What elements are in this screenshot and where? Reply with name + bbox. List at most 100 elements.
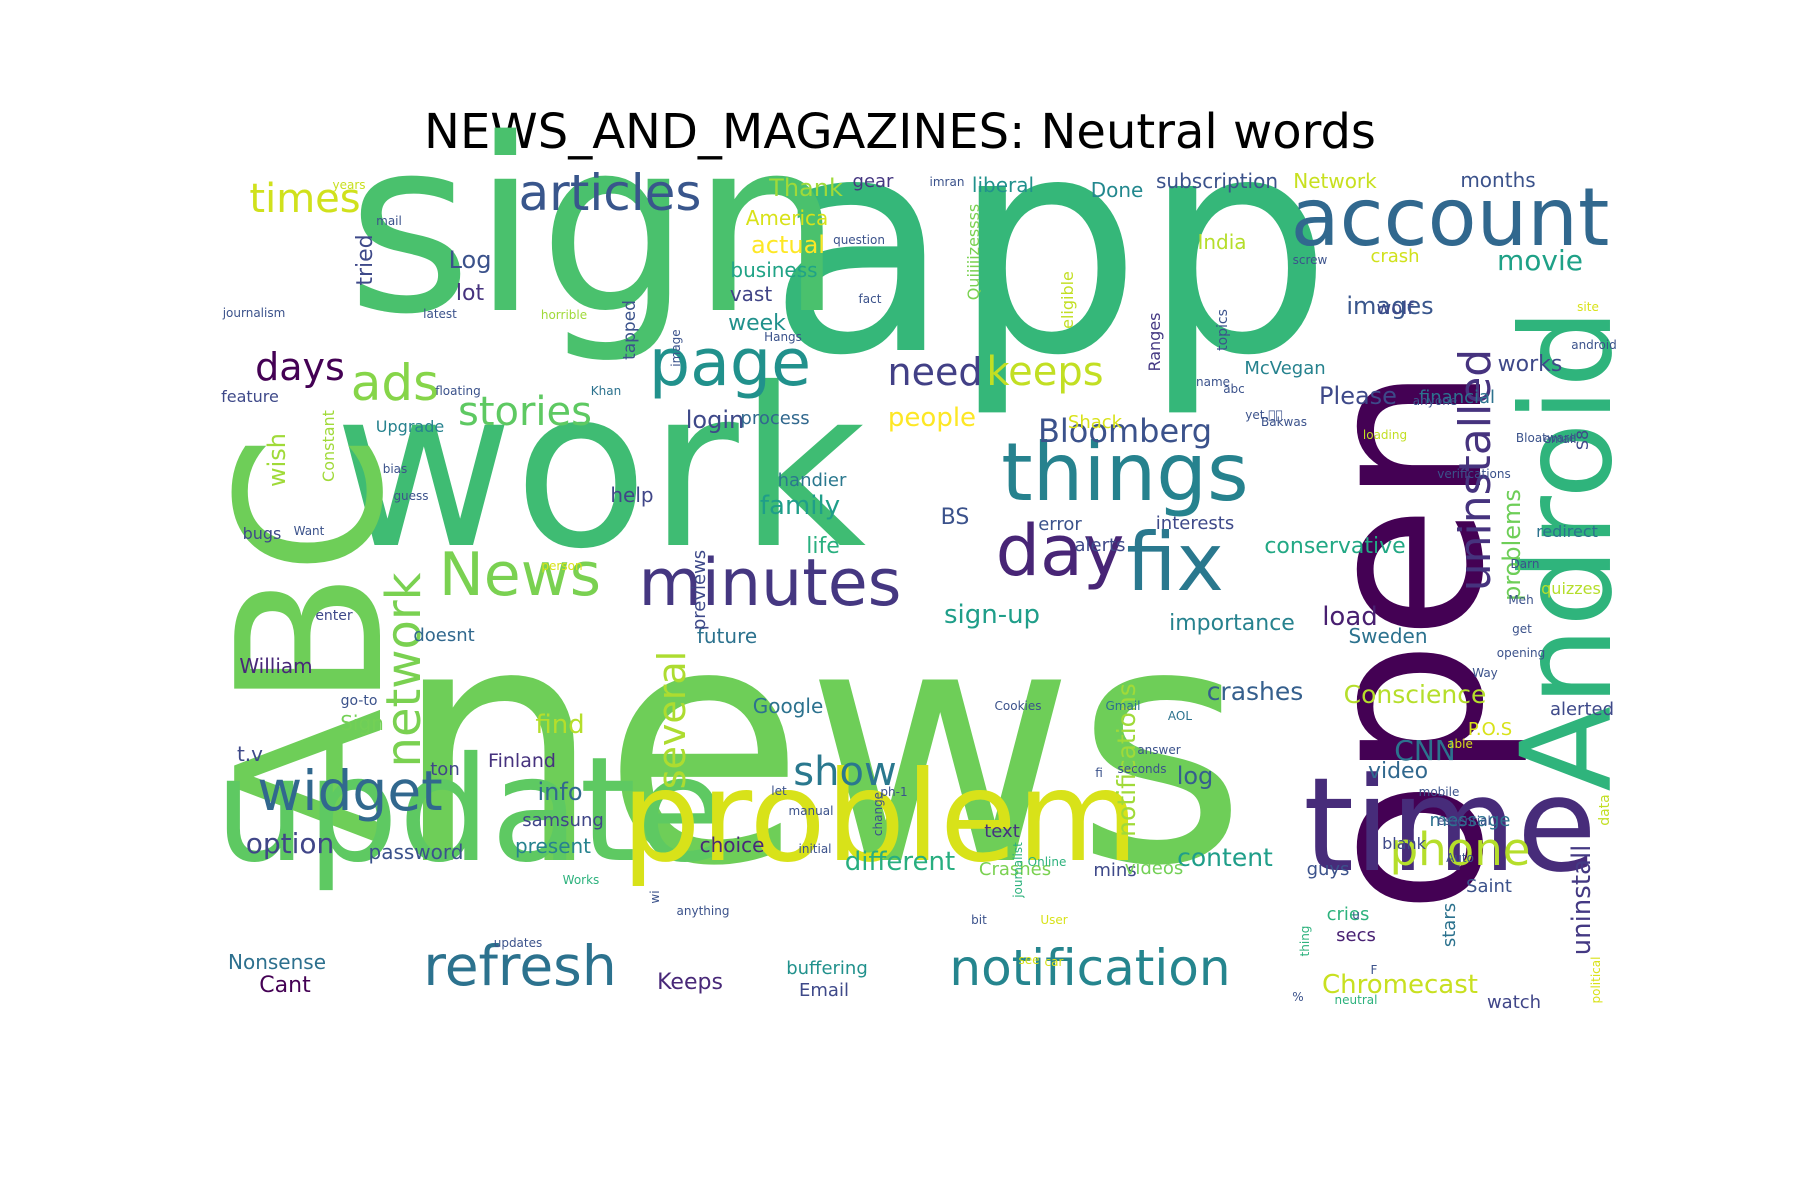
word-saint: Saint bbox=[1466, 876, 1512, 897]
word-finland: Finland bbox=[488, 750, 556, 772]
word-screw: screw bbox=[1293, 253, 1328, 267]
word-help: help bbox=[610, 483, 653, 507]
word-image: image bbox=[669, 329, 683, 366]
word-news: News bbox=[439, 540, 601, 610]
word-email: email bbox=[1543, 432, 1576, 446]
word-vast: vast bbox=[730, 282, 773, 306]
word-mobile: mobile bbox=[1419, 785, 1460, 799]
word-thing: thing bbox=[1298, 926, 1312, 957]
word-days: days bbox=[255, 345, 345, 389]
word-bit: bit bbox=[971, 913, 987, 927]
word-khan: Khan bbox=[591, 384, 621, 398]
word-journalist: journalist bbox=[1011, 842, 1025, 899]
word-conscience: Conscience bbox=[1344, 680, 1487, 709]
word-videos: videos bbox=[1125, 858, 1184, 879]
word-log: Log bbox=[449, 246, 492, 274]
word-go-to: go-to bbox=[341, 693, 378, 709]
word-previews: previews bbox=[689, 550, 710, 630]
word-let: let bbox=[771, 784, 787, 798]
word-images: images bbox=[1346, 292, 1433, 320]
word-aol: AOL bbox=[1168, 709, 1192, 723]
word-importance: importance bbox=[1169, 611, 1295, 636]
word-ads: ads bbox=[351, 354, 439, 412]
word-android: android bbox=[1571, 338, 1617, 352]
word-watch: watch bbox=[1487, 992, 1541, 1013]
word-widget: widget bbox=[257, 759, 443, 823]
word-data: data bbox=[1597, 794, 1613, 826]
word-floating: floating bbox=[435, 384, 481, 398]
word-constant: Constant bbox=[319, 410, 338, 482]
word-minutes: minutes bbox=[638, 546, 901, 621]
word-app: app bbox=[768, 72, 1333, 421]
word-fi: fi bbox=[1095, 766, 1103, 780]
word-secs: secs bbox=[1336, 925, 1376, 946]
word-quizzes: quizzes bbox=[1541, 579, 1601, 598]
word-thank: Thank bbox=[768, 174, 843, 202]
word-manual: manual bbox=[789, 804, 834, 818]
word-account: account bbox=[1291, 171, 1610, 264]
word-bloomberg: Bloomberg bbox=[1038, 412, 1212, 450]
word-redirect: redirect bbox=[1536, 522, 1598, 541]
word-get: get bbox=[1512, 622, 1532, 636]
word-movie: movie bbox=[1497, 244, 1583, 277]
word-cnn: CNN bbox=[1394, 734, 1455, 767]
word-business: business bbox=[730, 258, 817, 282]
word-info: info bbox=[537, 778, 582, 806]
word-f: F bbox=[1371, 963, 1378, 977]
word-darn: Darn bbox=[1511, 557, 1540, 571]
word-updates: updates bbox=[494, 936, 543, 950]
word-meh: Meh bbox=[1508, 593, 1533, 607]
word-email: Email bbox=[799, 980, 849, 1001]
word-wi: wi bbox=[648, 890, 662, 903]
word-stars: stars bbox=[1439, 903, 1460, 947]
word-mail: mail bbox=[376, 214, 402, 228]
word-done: Done bbox=[1091, 178, 1144, 202]
word-text: text bbox=[984, 821, 1020, 842]
word-problem: problem bbox=[621, 745, 1138, 890]
word-loading: loading bbox=[1363, 428, 1407, 442]
word-months: months bbox=[1460, 168, 1535, 192]
word-content: content bbox=[1177, 843, 1273, 872]
word-wish: wish bbox=[263, 433, 291, 487]
word-mcvegan: McVegan bbox=[1244, 358, 1325, 379]
word-imran: imran bbox=[930, 175, 965, 189]
word-doesnt: doesnt bbox=[413, 625, 474, 646]
word-articles: articles bbox=[519, 164, 702, 222]
word-handier: handier bbox=[778, 470, 847, 491]
word-different: different bbox=[845, 847, 955, 877]
word-answer: answer bbox=[1137, 743, 1180, 757]
word-present: present bbox=[515, 834, 591, 858]
word-choice: choice bbox=[700, 833, 765, 857]
word-conservative: conservative bbox=[1264, 534, 1405, 559]
word-t-v: t.v bbox=[237, 742, 263, 766]
word-liberal: liberal bbox=[972, 173, 1034, 197]
word-life: life bbox=[806, 534, 840, 559]
word-cookies: Cookies bbox=[995, 699, 1042, 713]
word-bakwas: Bakwas bbox=[1261, 415, 1307, 429]
word-chromecast: Chromecast bbox=[1322, 970, 1478, 1000]
word-refresh: refresh bbox=[423, 934, 616, 998]
word-want: Want bbox=[294, 524, 325, 538]
word-years: years bbox=[332, 178, 365, 192]
word-error: error bbox=[1038, 514, 1082, 535]
word-show: show bbox=[793, 749, 896, 795]
word-things: things bbox=[1001, 426, 1248, 519]
word-way: Way bbox=[1472, 666, 1498, 680]
word-p-o-s: P.O.S bbox=[1468, 719, 1512, 740]
word-financial: financial bbox=[1419, 387, 1495, 408]
word-topics: topics bbox=[1215, 309, 1231, 351]
word-online: Online bbox=[1028, 855, 1067, 869]
word-person: person bbox=[541, 559, 582, 573]
word-horrible: horrible bbox=[541, 308, 587, 322]
word-shack: Shack bbox=[1068, 412, 1123, 433]
word-initial: initial bbox=[799, 842, 832, 856]
word-open: open bbox=[1276, 365, 1532, 914]
word-anyone: anyone bbox=[1413, 394, 1457, 408]
word-change: change bbox=[871, 792, 885, 836]
word-please: Please bbox=[1319, 382, 1397, 410]
word-abc: ABC bbox=[195, 435, 428, 845]
word-several: several bbox=[650, 651, 694, 790]
word-load: load bbox=[1322, 602, 1378, 632]
